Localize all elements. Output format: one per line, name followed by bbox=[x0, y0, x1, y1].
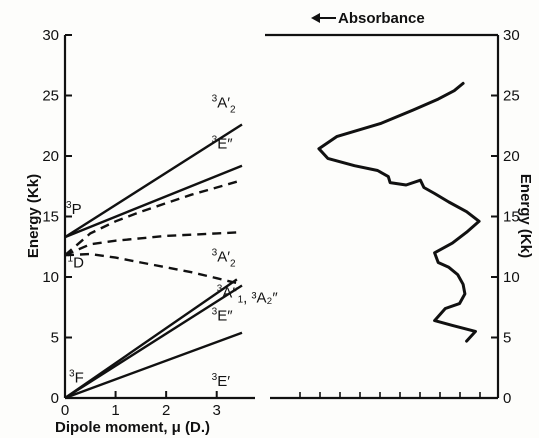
left-y-tick-label-6: 30 bbox=[42, 27, 59, 44]
left-x-ticks: 0 1 2 3 bbox=[61, 391, 221, 419]
state-label-7: 3F bbox=[69, 368, 84, 386]
right-y-tick-label-4: 20 bbox=[503, 148, 520, 165]
left-y-tick-label-3: 15 bbox=[42, 209, 59, 226]
state-label-3: 1D bbox=[68, 253, 85, 271]
left-y-tick-label-4: 20 bbox=[42, 148, 59, 165]
energy-level-curves bbox=[64, 123, 243, 400]
left-x-axis-title: Dipole moment, μ (D.) bbox=[55, 419, 210, 436]
absorbance-spectrum-panel: 0 5 10 15 20 25 30 Absorbance Energy (Kk) bbox=[265, 10, 534, 407]
state-label-1: 3E″ bbox=[212, 135, 234, 153]
state-label-4: 3A′2 bbox=[212, 247, 236, 269]
right-x-ticks bbox=[299, 392, 481, 398]
left-x-tick-label-3: 3 bbox=[213, 402, 221, 419]
right-y-ticks: 0 5 10 15 20 25 30 bbox=[491, 27, 520, 407]
energy-curve-5 bbox=[64, 278, 238, 399]
energy-curve-0 bbox=[64, 123, 243, 239]
left-y-tick-label-1: 5 bbox=[51, 330, 59, 347]
state-label-2: 3P bbox=[66, 200, 82, 218]
energy-curve-3 bbox=[64, 231, 243, 257]
energy-curve-6 bbox=[64, 284, 243, 400]
correlation-diagram-panel: 0 5 10 15 20 25 30 0 1 2 3 3A′2 3E″ 3P 1D 3A′2 3A″1, ³… bbox=[25, 27, 278, 436]
left-y-tick-label-2: 10 bbox=[42, 269, 59, 286]
absorbance-spectrum-line bbox=[317, 81, 481, 343]
energy-curve-1 bbox=[64, 164, 243, 239]
absorbance-arrow bbox=[311, 13, 336, 23]
right-y-tick-label-1: 5 bbox=[503, 330, 511, 347]
right-y-tick-label-2: 10 bbox=[503, 269, 520, 286]
right-y-axis-title: Energy (Kk) bbox=[517, 174, 534, 258]
energy-curve-7 bbox=[64, 331, 243, 400]
left-x-tick-label-1: 1 bbox=[111, 402, 119, 419]
right-y-tick-label-5: 25 bbox=[503, 88, 520, 105]
left-y-tick-label-5: 25 bbox=[42, 88, 59, 105]
right-y-tick-label-6: 30 bbox=[503, 27, 520, 44]
right-y-tick-label-3: 15 bbox=[503, 209, 520, 226]
state-label-6: 3E″ bbox=[212, 307, 234, 325]
left-x-tick-label-0: 0 bbox=[61, 402, 69, 419]
absorbance-label: Absorbance bbox=[338, 10, 425, 27]
state-label-5: 3A″1, ³A₂″ bbox=[217, 284, 279, 307]
left-y-ticks: 0 5 10 15 20 25 30 bbox=[42, 27, 72, 407]
right-y-tick-label-0: 0 bbox=[503, 390, 511, 407]
left-y-axis-title: Energy (Kk) bbox=[25, 174, 42, 258]
state-label-8: 3E′ bbox=[212, 372, 231, 390]
left-x-tick-label-2: 2 bbox=[162, 402, 170, 419]
energy-curve-4 bbox=[64, 252, 238, 285]
energy-curve-2 bbox=[64, 179, 243, 257]
left-y-tick-label-0: 0 bbox=[51, 390, 59, 407]
state-label-0: 3A′2 bbox=[212, 94, 236, 116]
